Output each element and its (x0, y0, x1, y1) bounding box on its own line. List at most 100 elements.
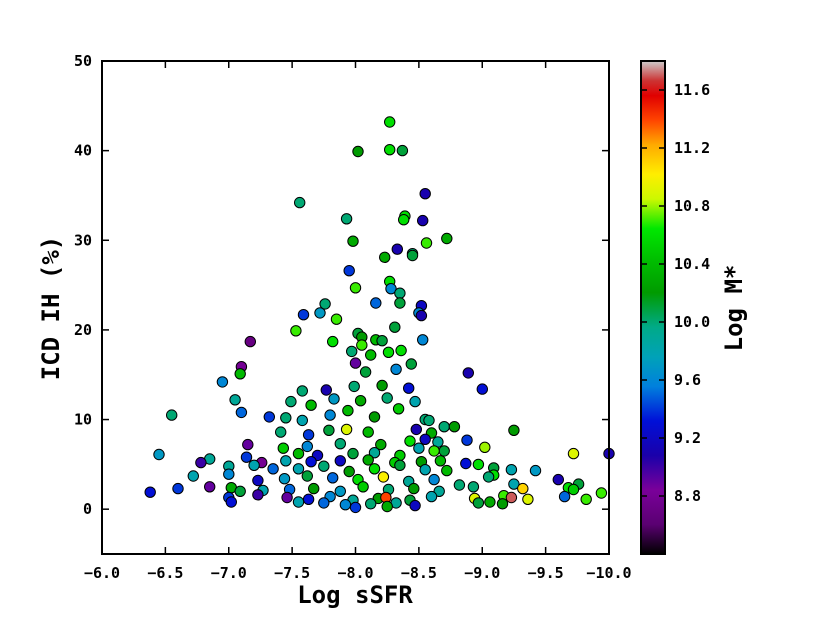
data-point (330, 313, 343, 325)
data-point (347, 447, 359, 460)
x-axis-label: Log sSFR (297, 581, 413, 609)
x-tick-label: −9.0 (464, 564, 500, 582)
data-point (347, 235, 359, 247)
y-tick-label: 10 (74, 411, 92, 429)
data-point (223, 468, 235, 480)
data-point (319, 298, 331, 310)
data-point (472, 458, 485, 471)
data-point (323, 424, 335, 436)
data-point (419, 433, 431, 445)
colorbar-gradient (640, 60, 666, 555)
data-point (327, 335, 339, 348)
data-point (404, 435, 416, 447)
data-point (417, 334, 429, 346)
data-point (343, 465, 355, 478)
data-point (334, 438, 346, 450)
data-point (508, 478, 520, 490)
data-point (248, 459, 260, 471)
data-point (195, 456, 207, 469)
data-point (290, 325, 302, 337)
data-point (285, 395, 297, 408)
data-point (229, 394, 241, 406)
data-point (318, 497, 330, 509)
data-point (370, 297, 382, 309)
data-point (252, 489, 264, 501)
data-point (305, 399, 317, 411)
data-point (395, 344, 407, 357)
y-axis-ticks: 0 10 20 30 40 50 (74, 52, 609, 518)
data-point (394, 459, 406, 471)
data-point (419, 188, 431, 200)
y-tick-label: 40 (74, 142, 92, 160)
data-point (381, 500, 393, 513)
data-point (460, 457, 472, 470)
x-tick-label: −8.5 (401, 564, 437, 582)
data-point (415, 309, 428, 322)
data-point (381, 392, 393, 404)
data-point (377, 471, 390, 483)
data-point (359, 366, 372, 378)
colorbar-tick-label: 9.2 (674, 429, 701, 447)
data-point (496, 498, 509, 510)
data-point (428, 473, 440, 486)
data-point (280, 455, 292, 467)
colorbar-tick-label: 11.2 (674, 139, 710, 157)
data-point (438, 445, 450, 457)
colorbar-tick-label: 11.6 (674, 81, 710, 99)
y-tick-label: 0 (83, 500, 92, 518)
data-point (297, 309, 310, 321)
data-points (144, 116, 615, 514)
x-tick-label: −6.0 (84, 564, 120, 582)
data-point (394, 287, 406, 299)
data-point (409, 499, 421, 512)
data-point (234, 368, 246, 380)
data-point (428, 445, 440, 457)
data-point (441, 232, 453, 245)
data-point (281, 491, 293, 504)
data-point (294, 196, 306, 209)
data-point (242, 438, 254, 451)
data-point (301, 470, 313, 482)
data-point (301, 440, 313, 453)
data-point (346, 345, 358, 358)
data-point (357, 481, 369, 493)
data-point (296, 414, 308, 427)
data-point (529, 464, 542, 477)
colorbar-tick-label: 10.0 (674, 313, 710, 331)
data-point (552, 473, 564, 486)
data-point (308, 482, 320, 495)
data-point (302, 429, 315, 441)
data-point (244, 335, 257, 348)
x-tick-label: −7.0 (211, 564, 247, 582)
data-point (385, 283, 397, 295)
data-point (476, 383, 488, 395)
data-point (482, 471, 495, 483)
data-point (225, 496, 238, 508)
data-point (352, 145, 364, 158)
data-point (390, 363, 402, 375)
data-point (302, 493, 315, 505)
y-tick-label: 20 (74, 321, 92, 339)
data-point (334, 485, 346, 497)
data-point (403, 382, 415, 394)
data-point (417, 214, 429, 227)
data-point (252, 474, 264, 487)
data-point (278, 473, 291, 485)
data-point (517, 482, 529, 495)
data-point (235, 406, 248, 419)
data-point (453, 479, 466, 491)
data-point (413, 442, 425, 454)
data-point (368, 463, 381, 475)
data-point (318, 460, 330, 472)
data-point (409, 395, 421, 408)
data-point (240, 451, 253, 463)
colorbar-tick-label: 10.8 (674, 197, 710, 215)
data-point (144, 486, 156, 498)
data-point (328, 393, 340, 405)
data-point (376, 379, 388, 392)
data-point (375, 438, 387, 451)
data-point (275, 426, 287, 438)
data-point (396, 144, 409, 157)
data-point (558, 490, 571, 503)
colorbar-tick-label: 8.8 (674, 487, 701, 505)
